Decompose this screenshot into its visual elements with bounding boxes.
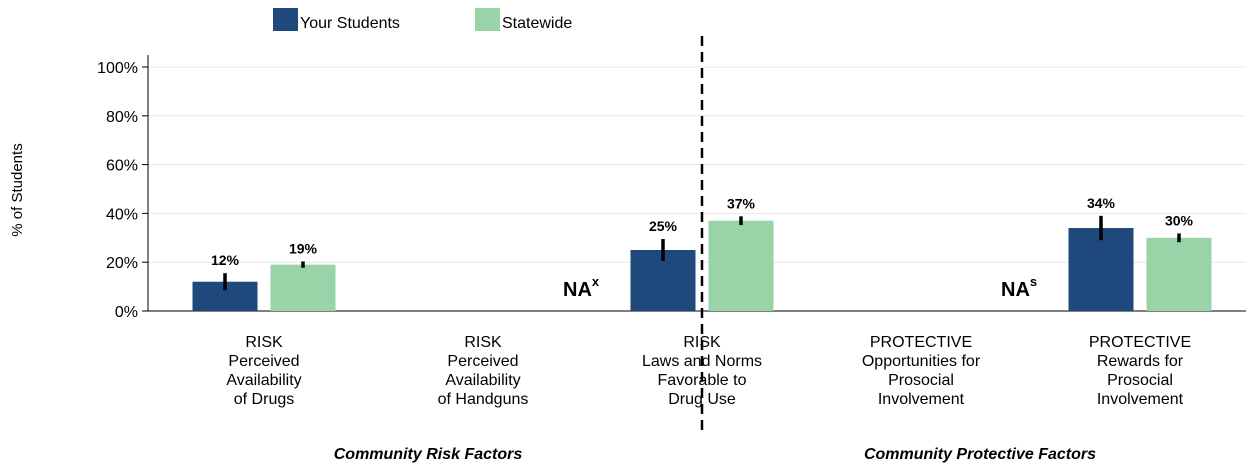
category-label: PROTECTIVE Opportunities for Prosocial Invo… (862, 334, 981, 408)
bar-your-students (1068, 228, 1134, 311)
na-superscript: x (592, 274, 600, 289)
category-label: RISK Perceived Availability of Handguns (438, 334, 529, 408)
y-tick-label: 0% (115, 304, 138, 321)
na-superscript: s (1030, 274, 1037, 289)
category-label-line: Prosocial (1107, 372, 1173, 389)
bar-value-label: 25% (649, 218, 678, 234)
bar-value-label: 12% (211, 252, 240, 268)
bar-value-label: 37% (727, 195, 756, 211)
category-label: PROTECTIVE Rewards for Prosocial Involvemen… (1089, 334, 1191, 408)
gridlines (148, 66, 1246, 263)
category-label-line: RISK (464, 334, 502, 351)
category-labels: RISK Perceived Availability of Drugs RISK Per… (226, 334, 1191, 408)
legend-label: Your Students (300, 15, 400, 32)
category-label-line: Perceived (447, 353, 518, 370)
category-label-line: of Handguns (438, 391, 529, 408)
group-labels: Community Risk Factors Community Protecti… (334, 446, 1096, 463)
y-axis-label: % of Students (9, 143, 26, 236)
category-label-line: Drug Use (668, 391, 736, 408)
bar-statewide (270, 264, 336, 311)
bar-statewide (708, 220, 774, 311)
y-tick-label: 20% (106, 255, 138, 272)
category-label-line: Involvement (878, 391, 965, 408)
y-tick-label: 100% (97, 60, 138, 77)
bar-value-label: 30% (1165, 212, 1194, 228)
y-axis-ticks: 0% 20% 40% 60% 80% 100% (97, 55, 1246, 321)
category-label-line: Prosocial (888, 372, 954, 389)
category-label-line: Perceived (228, 353, 299, 370)
group-label: Community Risk Factors (334, 446, 523, 463)
y-tick-label: 40% (106, 206, 138, 223)
bar-value-label: 34% (1087, 195, 1116, 211)
category-label-line: Rewards for (1097, 353, 1184, 370)
category-label: RISK Perceived Availability of Drugs (226, 334, 301, 408)
na-marker: NAx (563, 274, 600, 301)
category-label-line: PROTECTIVE (870, 334, 972, 351)
na-marker: NAs (1001, 274, 1037, 301)
y-tick-label: 60% (106, 158, 138, 175)
legend-label: Statewide (502, 15, 572, 32)
bar-value-label: 19% (289, 240, 318, 256)
legend: Your Students Statewide (273, 8, 572, 32)
bar-statewide (1146, 237, 1212, 311)
legend-swatch-your-students (273, 8, 298, 31)
category-label-line: Availability (226, 372, 301, 389)
group-label: Community Protective Factors (864, 446, 1096, 463)
category-label-line: PROTECTIVE (1089, 334, 1191, 351)
category-label-line: Involvement (1097, 391, 1184, 408)
category-label-line: Availability (445, 372, 520, 389)
y-tick-label: 80% (106, 109, 138, 126)
bars: 12% 19% 25% 37% 34% 30% NAx NAs (192, 195, 1212, 311)
legend-swatch-statewide (475, 8, 500, 31)
category-label-line: of Drugs (234, 391, 294, 408)
category-label-line: RISK (245, 334, 283, 351)
category-label-line: Opportunities for (862, 353, 981, 370)
